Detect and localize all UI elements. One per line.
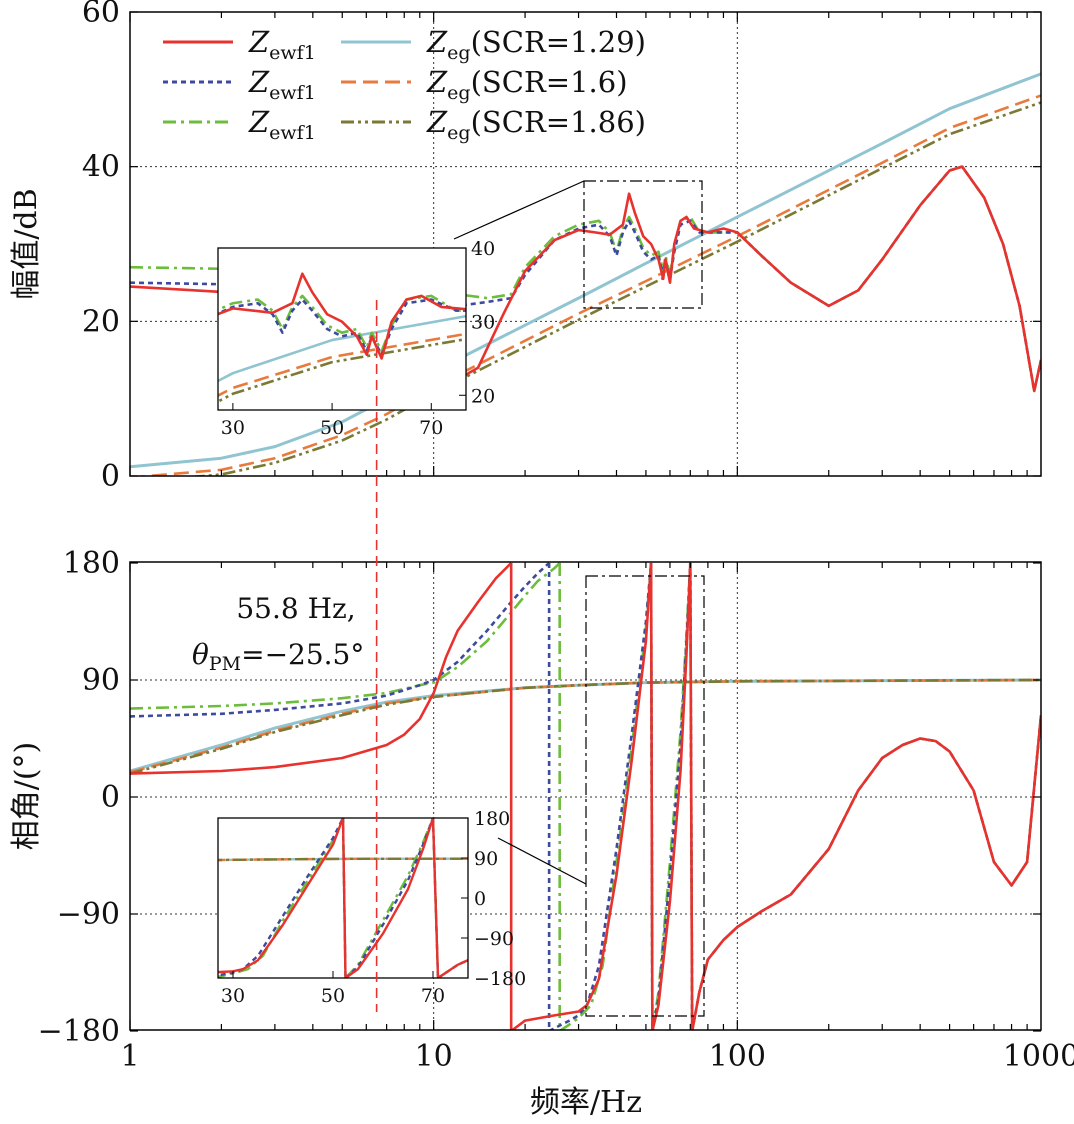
x-tick-label: 1 bbox=[120, 1039, 139, 1074]
inset-x-tick-label: 70 bbox=[421, 985, 445, 1007]
y-tick-label: 0 bbox=[101, 459, 120, 494]
phase-margin-annotation: 55.8 Hz, θPM=−25.5° bbox=[192, 592, 364, 675]
series-wrap-line bbox=[649, 562, 654, 1030]
magnitude-series bbox=[130, 72, 1041, 476]
inset-y-tick-label: −90 bbox=[474, 928, 514, 950]
phase-inset-ticks: 30 50 70 180 90 0 −90 −180 bbox=[221, 808, 526, 1007]
phase-inset-series bbox=[88, 818, 468, 978]
series-line bbox=[130, 562, 550, 718]
magnitude-axes-frame bbox=[129, 11, 1042, 477]
series-line bbox=[218, 272, 466, 360]
phase-zoom-box bbox=[585, 575, 705, 1017]
legend-label: Zeg(SCR=1.86) bbox=[426, 105, 646, 144]
y-tick-label: −180 bbox=[38, 1014, 120, 1049]
legend-label: Zewf1 bbox=[248, 105, 316, 144]
legend-label: Zeg(SCR=1.6) bbox=[426, 65, 628, 104]
series-line bbox=[130, 678, 1041, 775]
phase-axes-frame bbox=[129, 561, 1042, 1031]
series-line bbox=[130, 562, 513, 775]
magnitude-inset-ticks: 30 50 70 20 30 40 bbox=[221, 238, 495, 439]
x-tick-label: 10 bbox=[415, 1039, 453, 1074]
annotation-phase-margin: θPM=−25.5° bbox=[192, 638, 364, 675]
series-line bbox=[130, 165, 1041, 393]
series-line bbox=[130, 72, 1041, 469]
series-line bbox=[691, 714, 1041, 1030]
magnitude-zoom-box bbox=[583, 180, 703, 309]
magnitude-ticks: 0 20 40 60 bbox=[82, 0, 1041, 494]
annotation-frequency: 55.8 Hz, bbox=[236, 592, 355, 625]
phase-inset: 30 50 70 180 90 0 −90 −180 bbox=[88, 808, 526, 1007]
inset-x-tick-label: 70 bbox=[419, 417, 443, 439]
series-line bbox=[130, 562, 561, 710]
series-line bbox=[132, 94, 1041, 476]
phase-y-label: 相角/(°) bbox=[9, 742, 44, 851]
x-tick-label: 1000 bbox=[1003, 1039, 1074, 1074]
series-line bbox=[437, 958, 468, 978]
series-line bbox=[344, 818, 435, 978]
y-tick-label: −90 bbox=[57, 897, 120, 932]
inset-y-tick-label: 30 bbox=[471, 312, 495, 334]
inset-x-tick-label: 50 bbox=[320, 417, 344, 439]
y-tick-label: 180 bbox=[63, 546, 120, 581]
series-line bbox=[437, 958, 468, 978]
series-line bbox=[344, 818, 435, 978]
y-tick-label: 60 bbox=[82, 0, 120, 30]
x-tick-label: 100 bbox=[709, 1039, 766, 1074]
series-line bbox=[548, 562, 653, 1030]
legend: Zewf1Zewf1Zewf1Zeg(SCR=1.29)Zeg(SCR=1.6)… bbox=[163, 25, 646, 144]
series-line bbox=[218, 818, 345, 974]
x-axis-label: 频率/Hz bbox=[530, 1085, 642, 1120]
y-tick-label: 90 bbox=[82, 663, 120, 698]
y-tick-label: 40 bbox=[82, 150, 120, 185]
series-line bbox=[651, 562, 692, 1030]
series-line bbox=[691, 714, 1041, 1030]
series-line bbox=[187, 101, 1041, 476]
y-tick-label: 0 bbox=[101, 780, 120, 815]
legend-label: Zewf1 bbox=[248, 25, 316, 64]
inset-y-tick-label: −180 bbox=[474, 968, 526, 990]
inset-y-tick-label: 90 bbox=[474, 848, 498, 870]
inset-x-tick-label: 50 bbox=[321, 985, 345, 1007]
inset-y-tick-label: 0 bbox=[474, 888, 486, 910]
series-line bbox=[344, 818, 435, 978]
magnitude-zoom-connector bbox=[453, 180, 585, 240]
series-line bbox=[88, 818, 203, 870]
legend-label: Zewf1 bbox=[248, 65, 316, 104]
magnitude-inset-series bbox=[218, 272, 466, 403]
inset-x-tick-label: 30 bbox=[221, 985, 245, 1007]
legend-label: Zeg(SCR=1.29) bbox=[426, 25, 646, 64]
phase-series bbox=[130, 562, 1041, 1030]
inset-x-tick-label: 30 bbox=[221, 417, 245, 439]
series-line bbox=[510, 562, 653, 1030]
series-line bbox=[691, 714, 1041, 1030]
inset-y-tick-label: 20 bbox=[471, 385, 495, 407]
series-wrap-line bbox=[431, 818, 440, 978]
series-line bbox=[88, 818, 213, 868]
inset-y-tick-label: 180 bbox=[474, 808, 510, 830]
y-tick-label: 20 bbox=[82, 304, 120, 339]
magnitude-inset: 30 50 70 20 30 40 bbox=[217, 238, 495, 439]
series-line bbox=[218, 818, 345, 978]
magnitude-y-label: 幅值/dB bbox=[9, 188, 44, 299]
series-wrap-line bbox=[341, 818, 347, 978]
series-line bbox=[437, 958, 468, 978]
phase-zoom-connector bbox=[497, 837, 587, 885]
inset-y-tick-label: 40 bbox=[471, 238, 495, 260]
series-wrap-line bbox=[688, 562, 694, 1030]
